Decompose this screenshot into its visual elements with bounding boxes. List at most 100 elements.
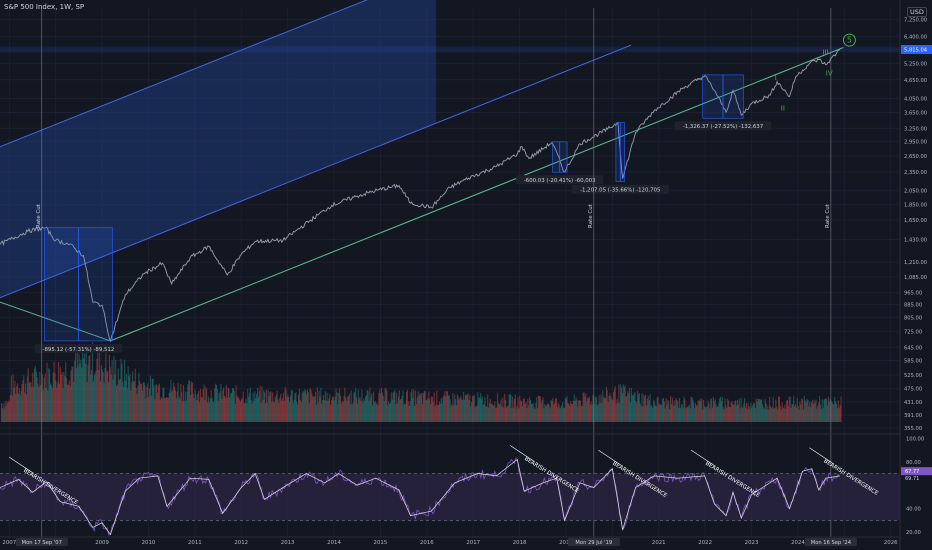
volume-bar — [807, 399, 809, 422]
volume-bar — [103, 383, 105, 422]
volume-bar — [232, 387, 234, 422]
volume-bar — [241, 398, 243, 422]
volume-bar — [330, 404, 332, 422]
volume-bar — [628, 393, 630, 422]
volume-bar — [781, 402, 783, 422]
volume-bar — [750, 402, 752, 422]
volume-bar — [63, 372, 65, 422]
volume-bar — [42, 389, 44, 422]
volume-bar — [610, 396, 612, 422]
volume-bar — [358, 398, 360, 422]
volume-bar — [329, 393, 331, 422]
volume-bar — [539, 396, 541, 422]
volume-bar — [274, 396, 276, 422]
volume-bar — [670, 396, 672, 422]
volume-bar — [813, 400, 815, 422]
volume-bar — [527, 398, 529, 422]
volume-bar — [341, 401, 343, 422]
volume-bar — [544, 404, 546, 422]
volume-bar — [817, 405, 819, 422]
price-tick-label: 475.00 — [904, 387, 922, 393]
currency-badge[interactable]: USD — [907, 7, 927, 17]
volume-bar — [159, 399, 161, 422]
volume-bar — [308, 403, 310, 422]
volume-bar — [385, 388, 387, 422]
volume-bar — [148, 397, 150, 422]
volume-bar — [22, 380, 24, 422]
volume-bar — [445, 396, 447, 422]
volume-bar — [600, 394, 602, 422]
volume-bar — [563, 408, 565, 422]
volume-bar — [10, 375, 12, 422]
volume-bar — [108, 354, 110, 422]
year-tick-label: 2022 — [698, 540, 712, 546]
volume-bar — [492, 405, 494, 422]
volume-bar — [272, 392, 274, 422]
volume-bar — [688, 404, 690, 422]
symbol-title[interactable]: S&P 500 Index, 1W, SP — [4, 3, 85, 11]
volume-bar — [546, 403, 549, 422]
volume-bar — [318, 390, 320, 422]
volume-bar — [65, 361, 67, 422]
volume-bar — [376, 402, 378, 422]
year-tick-label: 2015 — [374, 540, 388, 546]
volume-bar — [481, 396, 483, 422]
volume-bar — [352, 402, 354, 422]
volume-bar — [149, 375, 152, 422]
measure-label: -895.12 (-57.31%) -89,512 — [43, 347, 115, 353]
volume-bar — [761, 404, 764, 422]
volume-bar — [128, 376, 130, 422]
volume-bar — [603, 396, 605, 422]
volume-bar — [720, 396, 722, 422]
volume-bar — [173, 382, 175, 422]
rsi-band — [0, 473, 900, 521]
price-tick-label: 2,650.00 — [904, 154, 927, 160]
volume-bar — [760, 400, 762, 422]
volume-bar — [226, 397, 228, 422]
volume-bar — [655, 406, 657, 422]
volume-bar — [706, 406, 708, 422]
volume-bar — [134, 368, 136, 422]
volume-bar — [165, 398, 167, 422]
volume-bar — [521, 406, 524, 422]
volume-bar — [16, 383, 19, 422]
volume-bar — [416, 397, 418, 422]
volume-bar — [278, 402, 280, 422]
volume-bar — [364, 400, 366, 422]
volume-bar — [730, 402, 732, 422]
divergence-line — [510, 445, 535, 462]
volume-bar — [430, 403, 432, 422]
volume-bar — [35, 371, 37, 422]
volume-bar — [58, 383, 61, 422]
volume-bar — [405, 404, 407, 422]
price-tick-label: 355.00 — [904, 426, 922, 432]
volume-bar — [482, 404, 484, 422]
volume-bar — [67, 384, 69, 422]
volume-bar — [480, 399, 483, 422]
volume-bar — [671, 397, 673, 422]
volume-bar — [292, 403, 294, 422]
volume-bar — [398, 390, 400, 422]
volume-bar — [595, 397, 598, 422]
volume-bar — [171, 392, 173, 422]
volume-bar — [349, 403, 351, 422]
volume-bar — [266, 402, 268, 422]
rsi-tick-label: 40.00 — [906, 507, 921, 513]
volume-bar — [487, 394, 489, 422]
volume-bar — [627, 390, 629, 422]
volume-bar — [91, 369, 93, 422]
volume-bar — [494, 401, 496, 422]
volume-bar — [456, 394, 458, 422]
volume-bar — [199, 388, 201, 422]
volume-bar — [405, 391, 408, 422]
volume-bar — [753, 402, 755, 422]
volume-bar — [759, 399, 761, 422]
volume-bar — [663, 401, 665, 422]
volume-bar — [476, 405, 478, 422]
volume-bar — [503, 407, 505, 422]
volume-bar — [626, 396, 628, 422]
volume-bar — [3, 408, 5, 422]
volume-bar — [186, 391, 188, 422]
volume-bar — [654, 405, 656, 422]
